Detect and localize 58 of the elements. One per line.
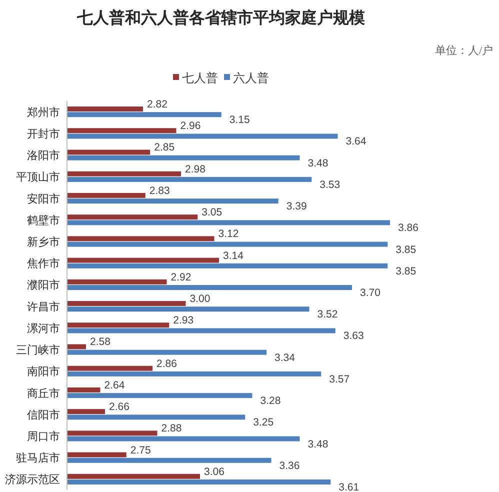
data-label: 3.36 bbox=[279, 460, 300, 472]
data-label: 3.52 bbox=[317, 308, 338, 321]
y-tick-label: 焦作市 bbox=[27, 257, 60, 270]
data-label: 2.92 bbox=[170, 271, 192, 284]
y-tick-label: 许昌市 bbox=[27, 300, 60, 314]
data-label: 3.61 bbox=[338, 481, 360, 492]
data-label: 3.63 bbox=[343, 330, 364, 342]
data-label: 2.86 bbox=[156, 358, 178, 370]
data-label: 2.66 bbox=[109, 401, 130, 414]
y-tick-label: 安阳市 bbox=[27, 192, 60, 206]
y-tick-label: 郑州市 bbox=[27, 106, 60, 119]
data-label: 3.64 bbox=[346, 136, 366, 148]
legend-label: 七人普 bbox=[182, 71, 218, 85]
data-label: 2.58 bbox=[90, 336, 111, 348]
y-tick-label: 驻马店市 bbox=[16, 452, 60, 465]
data-label: 3.57 bbox=[329, 373, 350, 386]
data-label: 2.82 bbox=[147, 98, 168, 111]
y-tick-label: 平顶山市 bbox=[16, 170, 60, 184]
data-label: 3.05 bbox=[202, 206, 222, 219]
data-label: 2.83 bbox=[149, 184, 170, 197]
data-label: 2.98 bbox=[185, 163, 206, 176]
data-label: 3.06 bbox=[204, 466, 225, 478]
y-tick-label: 南阳市 bbox=[27, 365, 60, 378]
chart-title: 七人普和六人普各省辖市平均家庭户规模 bbox=[76, 8, 365, 27]
data-label: 3.25 bbox=[253, 416, 274, 429]
y-tick-label: 信阳市 bbox=[27, 408, 60, 422]
y-tick-label: 漯河市 bbox=[27, 322, 60, 335]
y-tick-label: 濮阳市 bbox=[27, 278, 60, 292]
y-tick-label: 新乡市 bbox=[27, 235, 60, 248]
y-tick-label: 洛阳市 bbox=[27, 149, 60, 162]
legend-label: 六人普 bbox=[233, 71, 269, 85]
y-tick-label: 商丘市 bbox=[27, 386, 60, 400]
data-label: 3.12 bbox=[218, 228, 239, 240]
data-label: 3.28 bbox=[260, 395, 281, 408]
data-label: 3.53 bbox=[320, 178, 340, 191]
data-label: 2.85 bbox=[154, 142, 175, 154]
y-tick-label: 济源示范区 bbox=[5, 473, 60, 486]
y-tick-label: 鹤壁市 bbox=[27, 214, 60, 227]
data-label: 3.34 bbox=[274, 352, 296, 364]
data-label: 3.00 bbox=[190, 293, 210, 306]
data-label: 3.48 bbox=[308, 157, 328, 170]
data-label: 3.39 bbox=[286, 200, 307, 213]
y-tick-label: 三门峡市 bbox=[16, 344, 60, 357]
data-label: 3.85 bbox=[396, 265, 416, 278]
data-label: 2.96 bbox=[180, 120, 201, 132]
data-label: 3.48 bbox=[308, 438, 328, 450]
data-label: 3.70 bbox=[360, 286, 381, 299]
y-tick-label: 周口市 bbox=[27, 430, 60, 443]
data-label: 2.88 bbox=[161, 422, 182, 435]
data-label: 2.64 bbox=[104, 379, 125, 392]
data-label: 2.93 bbox=[173, 314, 194, 327]
text: 单位：人/户 bbox=[434, 44, 493, 57]
data-label: 3.15 bbox=[229, 114, 250, 126]
data-label: 3.85 bbox=[396, 244, 416, 256]
data-label: 3.86 bbox=[398, 222, 419, 234]
y-tick-label: 开封市 bbox=[27, 127, 60, 140]
data-label: 2.75 bbox=[130, 444, 151, 456]
data-label: 3.14 bbox=[223, 250, 244, 262]
